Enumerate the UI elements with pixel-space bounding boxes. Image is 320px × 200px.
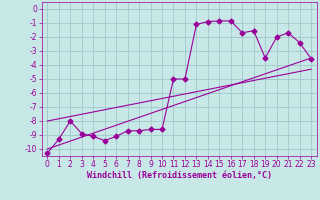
X-axis label: Windchill (Refroidissement éolien,°C): Windchill (Refroidissement éolien,°C) [87, 171, 272, 180]
